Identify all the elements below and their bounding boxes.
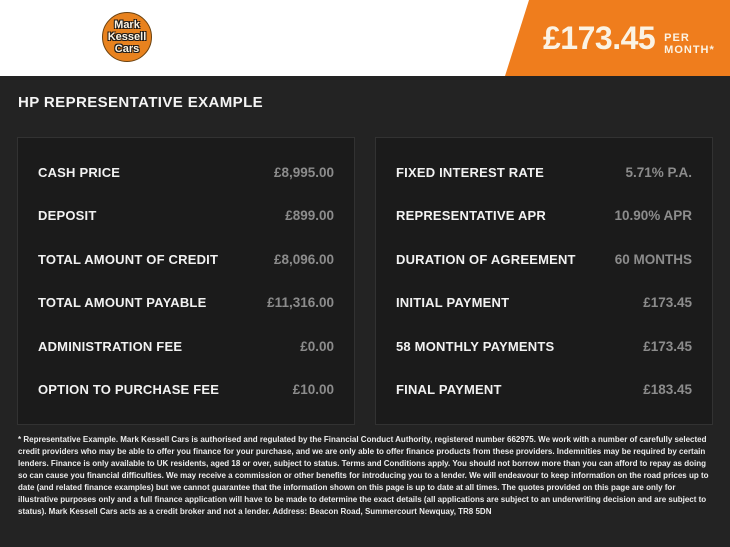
finance-row-total-credit: TOTAL AMOUNT OF CREDIT £8,096.00: [38, 239, 334, 279]
dealer-logo-line2: Kessell: [107, 31, 147, 43]
legal-disclaimer: * Representative Example. Mark Kessell C…: [18, 435, 709, 516]
row-label: OPTION TO PURCHASE FEE: [38, 382, 220, 398]
row-value: £183.45: [643, 382, 692, 398]
row-label: ADMINISTRATION FEE: [38, 338, 183, 354]
page-title: HP REPRESENTATIVE EXAMPLE: [18, 94, 264, 111]
row-label: DEPOSIT: [38, 208, 97, 224]
finance-row-cash-price: CASH PRICE £8,995.00: [38, 152, 334, 192]
finance-content: HP REPRESENTATIVE EXAMPLE CASH PRICE £8,…: [0, 76, 730, 547]
row-value: £899.00: [285, 208, 334, 224]
row-value: 5.71% P.A.: [625, 164, 692, 180]
monthly-price-badge: £173.45 PER MONTH*: [505, 0, 730, 76]
row-value: £173.45: [643, 338, 692, 354]
row-label: FINAL PAYMENT: [396, 382, 502, 398]
page-header: Mark Kessell Cars £173.45 PER MONTH*: [0, 0, 730, 76]
row-label: CASH PRICE: [38, 164, 121, 180]
row-value: £10.00: [292, 382, 334, 398]
finance-row-interest-rate: FIXED INTEREST RATE 5.71% P.A.: [396, 152, 692, 192]
finance-row-initial-payment: INITIAL PAYMENT £173.45: [396, 283, 692, 323]
row-value: £0.00: [300, 338, 334, 354]
finance-row-duration: DURATION OF AGREEMENT 60 MONTHS: [396, 239, 692, 279]
row-label: TOTAL AMOUNT OF CREDIT: [38, 251, 219, 267]
finance-row-monthly-payments: 58 MONTHLY PAYMENTS £173.45: [396, 326, 692, 366]
dealer-logo-line1: Mark: [114, 19, 140, 31]
finance-panel-right: FIXED INTEREST RATE 5.71% P.A. REPRESENT…: [375, 137, 713, 425]
finance-row-admin-fee: ADMINISTRATION FEE £0.00: [38, 326, 334, 366]
row-value: 60 MONTHS: [614, 251, 692, 267]
finance-row-final-payment: FINAL PAYMENT £183.45: [396, 370, 692, 410]
row-label: FIXED INTEREST RATE: [396, 164, 545, 180]
monthly-price-suffix: PER MONTH*: [664, 32, 715, 56]
row-value: £11,316.00: [267, 295, 334, 311]
dealer-logo-line3: Cars: [114, 43, 140, 55]
monthly-price-amount: £173.45: [543, 19, 656, 56]
row-label: REPRESENTATIVE APR: [396, 208, 546, 224]
finance-panels: CASH PRICE £8,995.00 DEPOSIT £899.00 TOT…: [17, 137, 713, 425]
dealer-logo[interactable]: Mark Kessell Cars: [102, 12, 152, 62]
row-value: £8,995.00: [273, 164, 334, 180]
row-label: 58 MONTHLY PAYMENTS: [396, 338, 555, 354]
finance-panel-left: CASH PRICE £8,995.00 DEPOSIT £899.00 TOT…: [17, 137, 355, 425]
row-value: £8,096.00: [273, 251, 334, 267]
row-value: £173.45: [643, 295, 692, 311]
row-label: DURATION OF AGREEMENT: [396, 251, 576, 267]
finance-row-apr: REPRESENTATIVE APR 10.90% APR: [396, 196, 692, 236]
row-label: TOTAL AMOUNT PAYABLE: [38, 295, 207, 311]
row-value: 10.90% APR: [614, 208, 692, 224]
row-label: INITIAL PAYMENT: [396, 295, 510, 311]
finance-row-deposit: DEPOSIT £899.00: [38, 196, 334, 236]
finance-row-option-fee: OPTION TO PURCHASE FEE £10.00: [38, 370, 334, 410]
finance-row-total-payable: TOTAL AMOUNT PAYABLE £11,316.00: [38, 283, 334, 323]
